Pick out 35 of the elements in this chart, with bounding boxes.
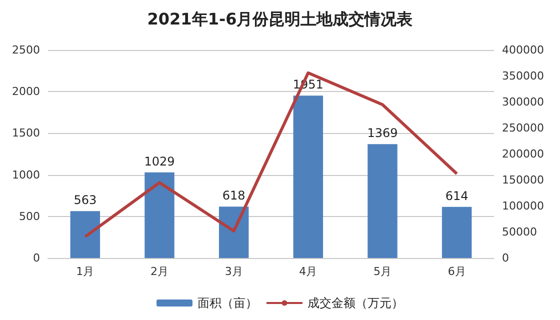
- y-tick-label: 2500: [12, 44, 40, 56]
- y2-tick-label: 350000: [502, 70, 544, 82]
- legend-label: 成交金额（万元）: [308, 296, 404, 310]
- bar: [70, 211, 100, 258]
- y2-tick-label: 50000: [502, 226, 537, 238]
- y-tick-label: 500: [19, 210, 40, 223]
- bar: [218, 206, 249, 258]
- x-tick-label: 1月: [76, 265, 94, 278]
- bar: [144, 172, 174, 258]
- chart-title: 2021年1-6月份昆明土地成交情况表: [147, 10, 414, 28]
- data-label: 1029: [144, 154, 175, 168]
- y2-tick-label: 0: [502, 252, 509, 264]
- y2-tick-label: 300000: [502, 96, 544, 108]
- x-tick-label: 3月: [224, 265, 243, 278]
- y-tick-label: 1000: [12, 168, 40, 182]
- x-tick-label: 2月: [150, 265, 168, 278]
- y2-tick-label: 100000: [502, 200, 544, 212]
- data-label: 563: [74, 193, 97, 208]
- y2-tick-label: 250000: [502, 122, 544, 134]
- x-tick-label: 5月: [374, 265, 392, 278]
- x-tick-label: 6月: [448, 265, 466, 278]
- y-tick-label: 2000: [12, 85, 40, 98]
- data-label: 618: [222, 188, 246, 203]
- data-label: 614: [445, 188, 468, 203]
- bar: [368, 144, 398, 258]
- legend-label: 面积（亩）: [198, 296, 258, 310]
- y2-tick-label: 400000: [502, 44, 544, 56]
- y2-tick-label: 200000: [502, 148, 544, 160]
- y2-tick-label: 150000: [502, 174, 544, 186]
- y-tick-label: 0: [33, 252, 40, 264]
- data-label: 1369: [367, 126, 398, 140]
- bar: [293, 96, 324, 258]
- x-tick-label: 4月: [299, 265, 318, 278]
- bar: [442, 206, 472, 258]
- y-tick-label: 1500: [12, 126, 40, 140]
